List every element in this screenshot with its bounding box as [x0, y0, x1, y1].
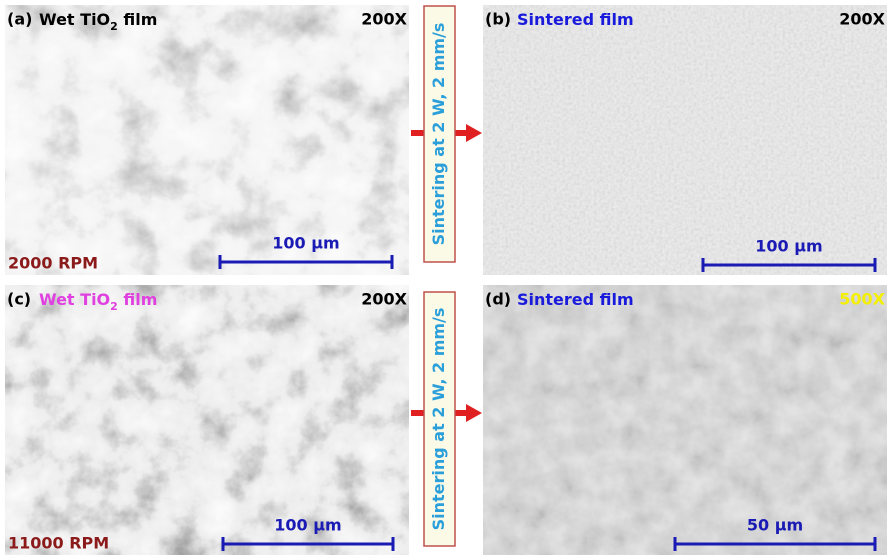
panel: (b) Sintered film 200X 100 μm [483, 5, 887, 275]
page: (a)Wet TiO2 film200X2000 RPM100 μm(b)Sin… [0, 0, 887, 555]
panel-title: Sintered film [517, 290, 634, 309]
magnification: 200X [361, 10, 407, 29]
panel-label: (a) [7, 10, 32, 29]
panel: (c) Wet TiO2 film 200X 11000 RPM 100 μm [5, 285, 409, 555]
rpm-label: 11000 RPM [8, 534, 109, 553]
title-part: Sintered film [517, 290, 634, 309]
panel: (d) Sintered film 500X 50 μm [483, 285, 887, 555]
panel-label: (b) [485, 10, 511, 29]
magnification: 200X [361, 290, 407, 309]
magnification: 500X [839, 290, 885, 309]
title-part: Wet TiO [39, 10, 110, 29]
micrograph [483, 5, 887, 275]
scale-bar-label: 50 μm [747, 516, 803, 535]
scale-bar-label: 100 μm [272, 234, 339, 253]
micrograph [5, 5, 409, 275]
rpm-label: 2000 RPM [8, 254, 98, 273]
magnification: 200X [839, 10, 885, 29]
scale-bar-label: 100 μm [755, 237, 822, 256]
micrograph [483, 285, 887, 555]
title-part: film [118, 10, 158, 29]
title-part: 2 [110, 300, 118, 313]
title-part: Wet TiO [39, 290, 110, 309]
process-label: Sintering at 2 W, 2 mm/s [429, 308, 448, 531]
panel-label: (c) [7, 290, 31, 309]
panel-title: Sintered film [517, 10, 634, 29]
title-part: Sintered film [517, 10, 634, 29]
figure: (a)Wet TiO2 film200X2000 RPM100 μm(b)Sin… [0, 0, 887, 555]
title-part: 2 [110, 20, 118, 33]
process-label: Sintering at 2 W, 2 mm/s [429, 23, 448, 246]
micrograph [5, 285, 409, 555]
title-part: film [118, 290, 158, 309]
panel: (a) Wet TiO2 film 200X 2000 RPM 100 μm [5, 5, 409, 275]
panel-label: (d) [485, 290, 511, 309]
scale-bar-label: 100 μm [274, 516, 341, 535]
